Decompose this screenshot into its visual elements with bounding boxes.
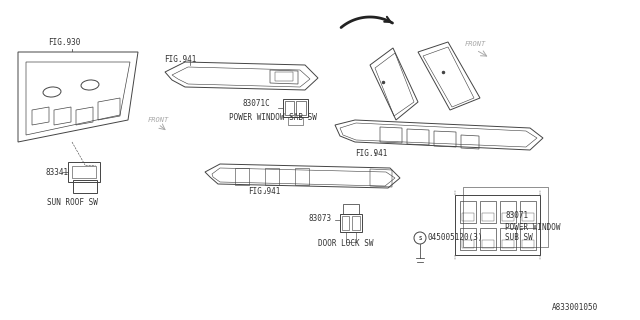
Text: SUN ROOF SW: SUN ROOF SW	[47, 198, 98, 207]
Text: POWER WINDOW SAB SW: POWER WINDOW SAB SW	[229, 113, 317, 122]
Text: POWER WINDOW: POWER WINDOW	[505, 223, 561, 232]
Text: DOOR LOCK SW: DOOR LOCK SW	[318, 239, 374, 248]
Text: SUB SW: SUB SW	[505, 233, 532, 242]
Text: 83073: 83073	[308, 214, 331, 223]
Text: 83341: 83341	[45, 168, 68, 177]
Text: 83071C: 83071C	[242, 99, 269, 108]
Text: S: S	[419, 236, 422, 241]
Text: 83071: 83071	[505, 211, 528, 220]
Text: FIG.930: FIG.930	[48, 38, 81, 47]
Text: A833001050: A833001050	[552, 303, 598, 312]
Text: 045005120(3): 045005120(3)	[427, 233, 483, 242]
Text: FRONT: FRONT	[148, 117, 169, 123]
Text: FIG.941: FIG.941	[248, 187, 280, 196]
Text: FIG.941: FIG.941	[164, 55, 196, 64]
Text: FRONT: FRONT	[465, 41, 486, 47]
Text: FIG.941: FIG.941	[355, 149, 387, 158]
